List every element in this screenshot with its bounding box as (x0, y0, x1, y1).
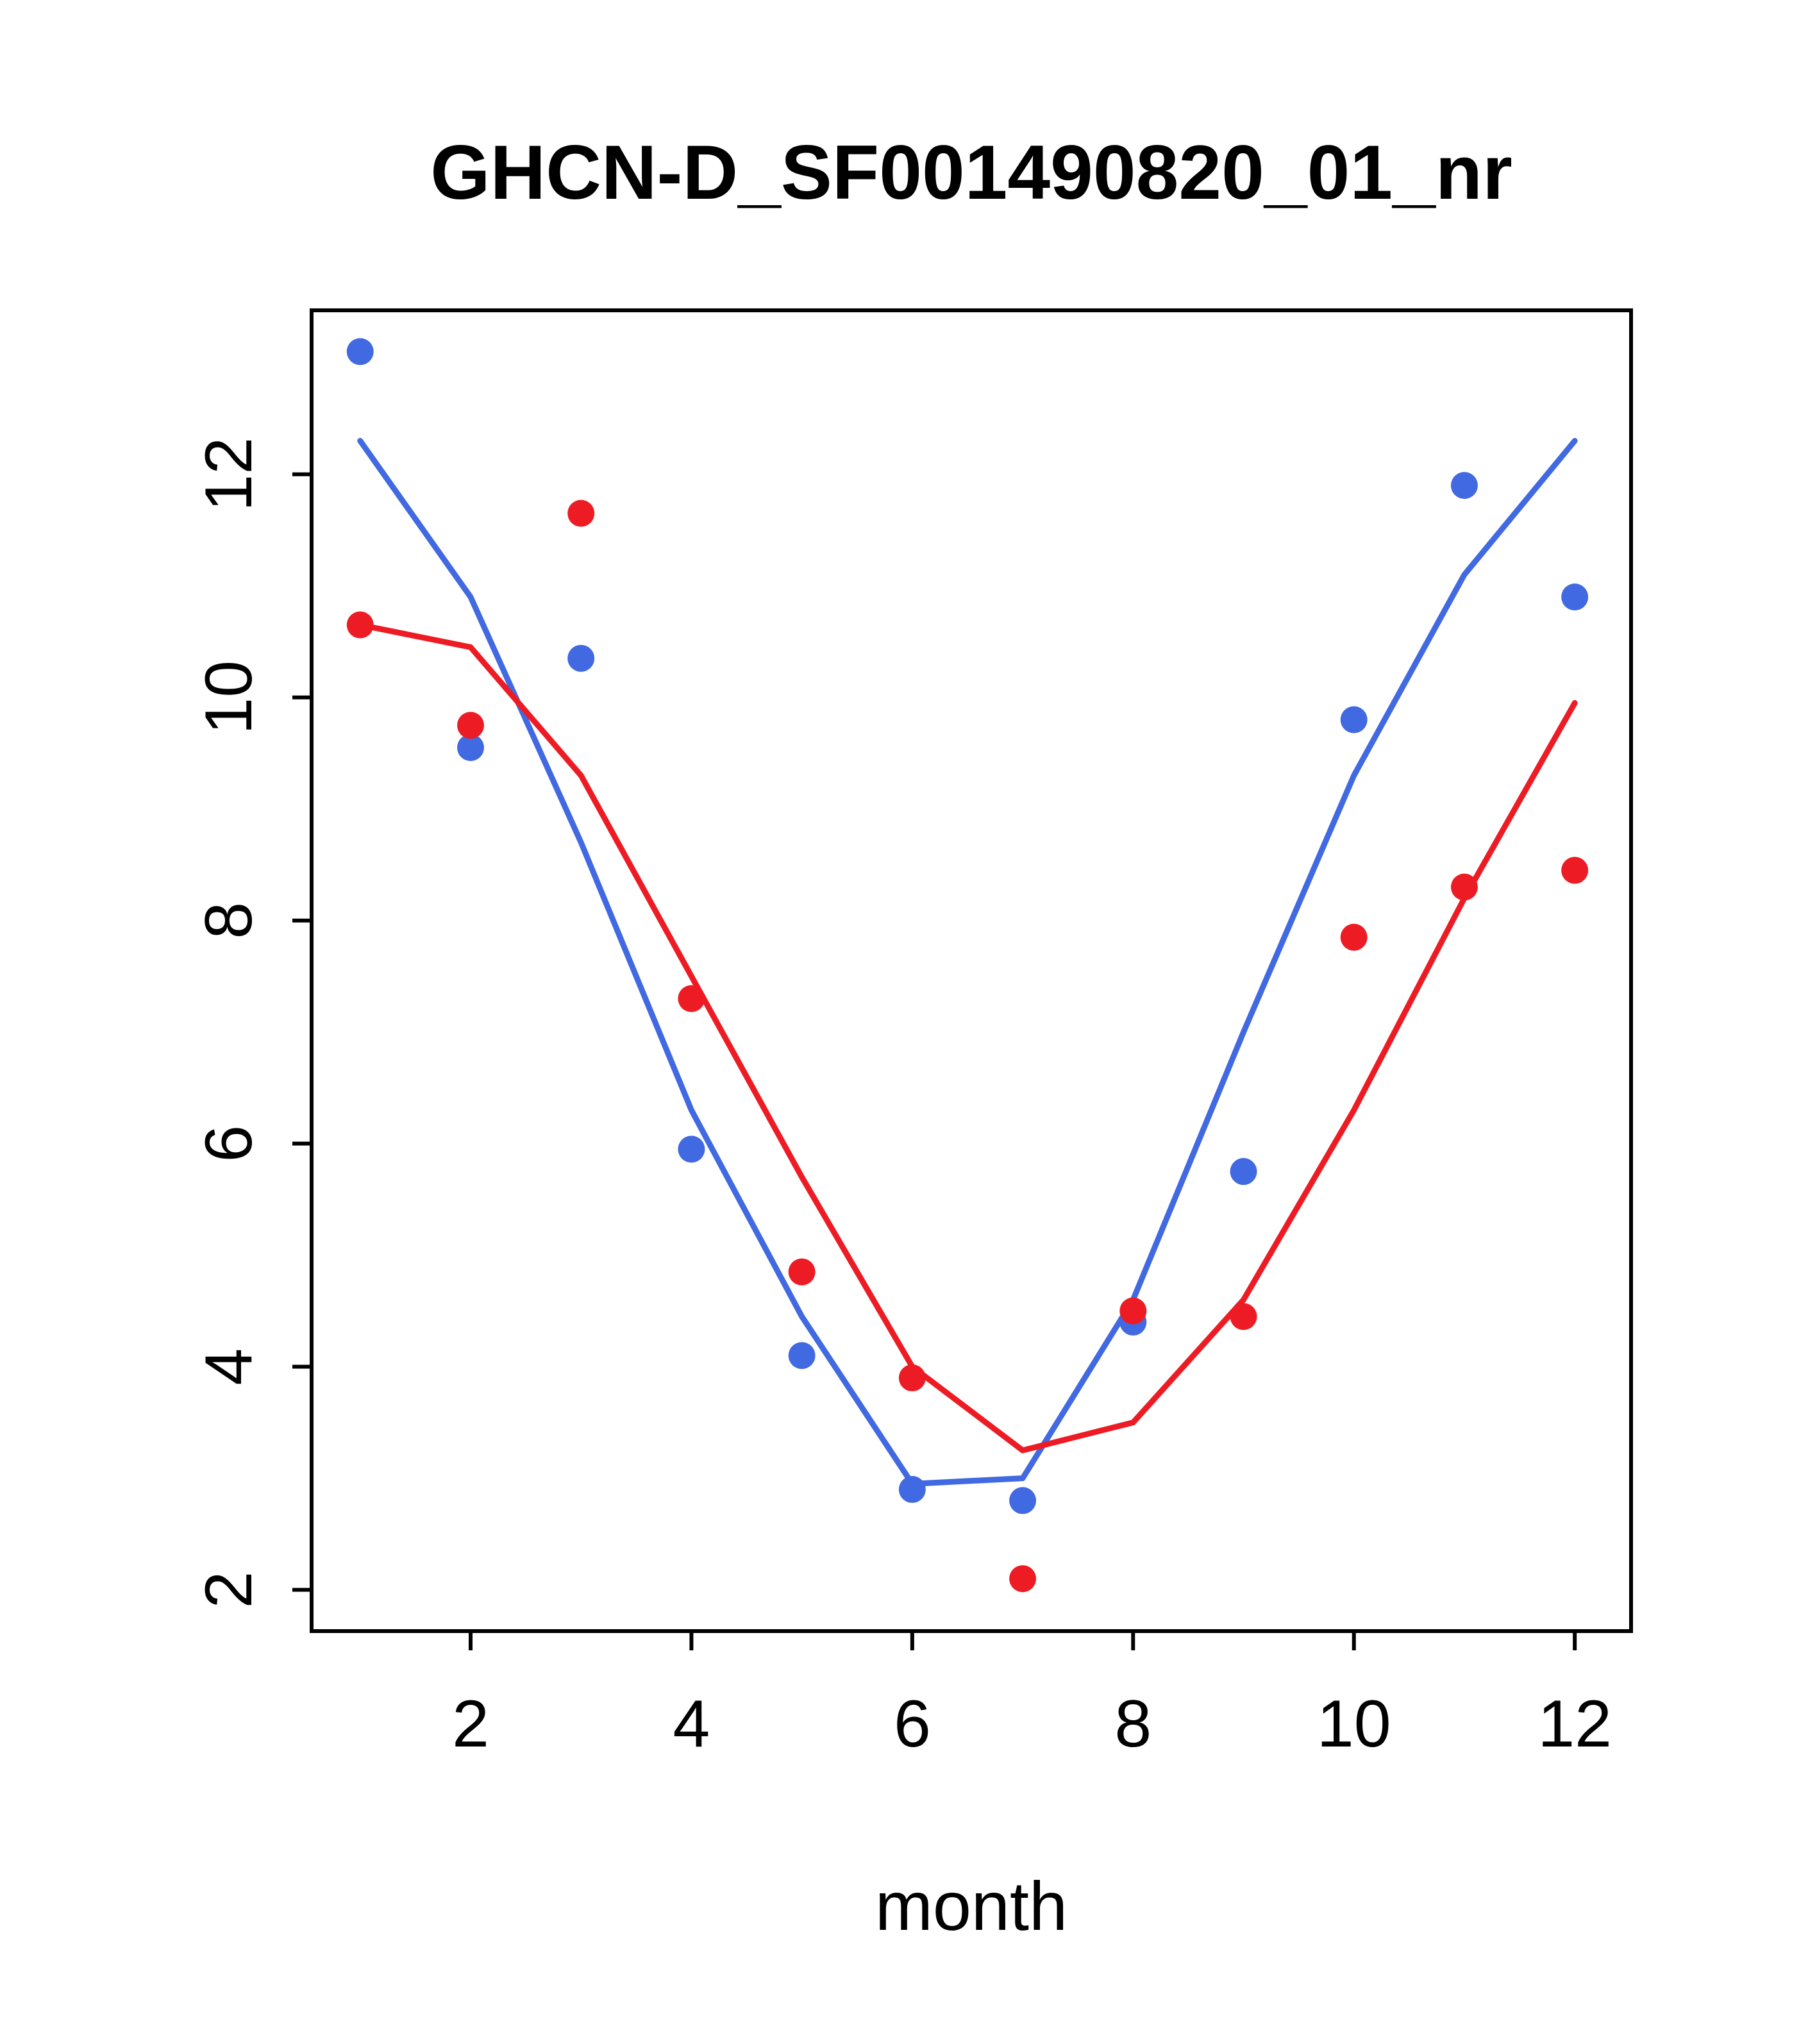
blue-points-marker (1561, 583, 1589, 611)
red-points-marker (1340, 923, 1368, 951)
chart-title: GHCN-D_SF001490820_01_nr (430, 130, 1512, 215)
blue-points-marker (788, 1342, 816, 1370)
y-axis-tick-label: 8 (192, 902, 266, 939)
x-axis-tick-label: 8 (1114, 1687, 1151, 1761)
red-points-marker (346, 611, 374, 639)
blue-points-marker (456, 734, 484, 762)
axes-layer: 2 4 6 8 10 12 2 4 6 8 10 12 (192, 437, 1612, 1761)
blue-points-marker (567, 644, 595, 672)
x-axis-label: month (875, 1867, 1068, 1945)
y-axis-tick-label: 6 (192, 1125, 266, 1162)
red-line (357, 622, 1578, 1453)
plot-layer (346, 338, 1589, 1593)
blue-line (357, 438, 1578, 1487)
blue-points-marker (1230, 1158, 1257, 1185)
x-axis-tick-label: 6 (894, 1687, 931, 1761)
x-axis-tick-label: 10 (1317, 1687, 1391, 1761)
x-axis-tick-label: 2 (452, 1687, 489, 1761)
red-points-marker (898, 1364, 926, 1392)
y-axis-tick-label: 4 (192, 1348, 266, 1386)
red-points-marker (456, 712, 484, 739)
red-points-marker (1561, 857, 1589, 884)
red-points-marker (1119, 1297, 1147, 1325)
blue-points-marker (1009, 1487, 1037, 1514)
blue-points-marker (346, 338, 374, 365)
red-points-marker (1450, 873, 1478, 901)
y-axis-tick-label: 12 (192, 437, 266, 512)
y-axis-tick-label: 10 (192, 660, 266, 735)
blue-points-marker (1340, 706, 1368, 733)
x-axis-tick-label: 4 (673, 1687, 710, 1761)
red-points-marker (788, 1258, 816, 1286)
x-axis-tick-label: 12 (1537, 1687, 1612, 1761)
blue-points-marker (898, 1476, 926, 1504)
red-points-marker (1009, 1565, 1037, 1593)
plot-box (310, 308, 1633, 1633)
blue-points-marker (1450, 472, 1478, 499)
red-points-marker (1230, 1303, 1257, 1330)
red-points-marker (567, 499, 595, 527)
blue-points-marker (678, 1135, 705, 1163)
red-points-marker (678, 985, 705, 1012)
y-axis-tick-label: 2 (192, 1571, 266, 1609)
